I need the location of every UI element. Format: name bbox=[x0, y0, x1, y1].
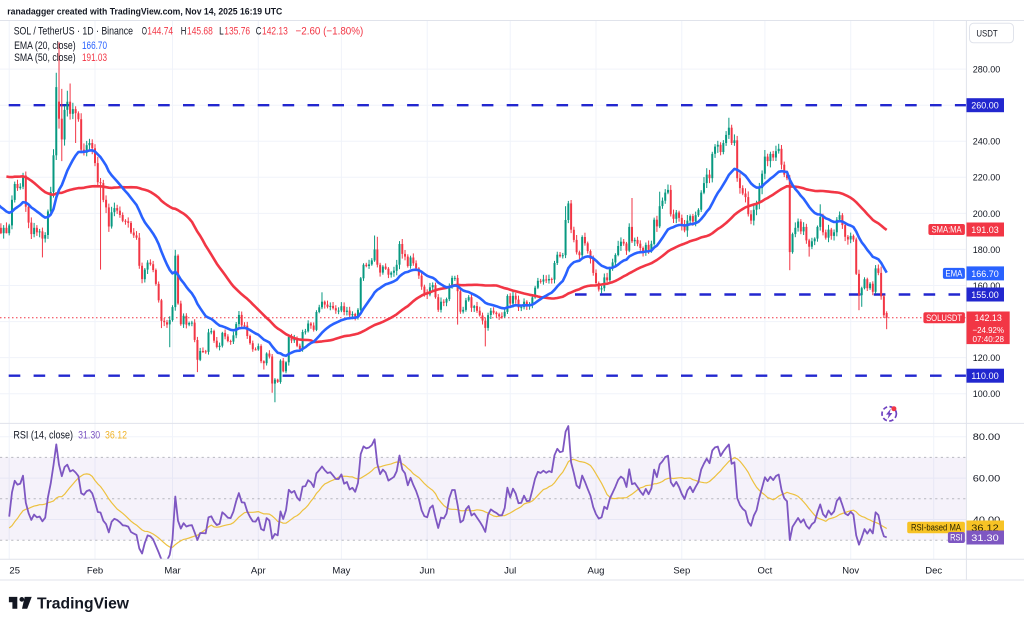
svg-text:160.00: 160.00 bbox=[973, 281, 1000, 292]
svg-text:Dec: Dec bbox=[925, 566, 942, 577]
svg-text:Aug: Aug bbox=[588, 566, 605, 577]
svg-text:145.68: 145.68 bbox=[187, 25, 213, 37]
svg-text:120.00: 120.00 bbox=[973, 353, 1000, 364]
svg-text:166.70: 166.70 bbox=[82, 40, 107, 52]
svg-text:Jun: Jun bbox=[420, 566, 435, 577]
svg-text:−2.60 (−1.80%): −2.60 (−1.80%) bbox=[296, 25, 364, 37]
svg-text:180.00: 180.00 bbox=[973, 245, 1000, 256]
svg-text:Sep: Sep bbox=[673, 566, 690, 577]
svg-text:80.00: 80.00 bbox=[973, 432, 1000, 443]
svg-text:−24.92%: −24.92% bbox=[973, 325, 1005, 335]
svg-text:191.03: 191.03 bbox=[82, 52, 107, 64]
svg-text:H: H bbox=[181, 25, 187, 37]
svg-text:SOLUSDT: SOLUSDT bbox=[926, 313, 962, 323]
svg-text:260.00: 260.00 bbox=[971, 101, 998, 112]
svg-text:Nov: Nov bbox=[842, 566, 859, 577]
svg-text:EMA: EMA bbox=[945, 269, 962, 279]
svg-text:Mar: Mar bbox=[164, 566, 180, 577]
svg-text:25: 25 bbox=[9, 566, 20, 577]
svg-text:191.03: 191.03 bbox=[971, 225, 998, 236]
svg-text:36.12: 36.12 bbox=[105, 429, 127, 441]
svg-text:200.00: 200.00 bbox=[973, 209, 1000, 220]
svg-text:SMA:MA: SMA:MA bbox=[932, 225, 962, 235]
svg-text:220.00: 220.00 bbox=[973, 173, 1000, 184]
svg-text:Jul: Jul bbox=[504, 566, 516, 577]
svg-text:SMA (50, close): SMA (50, close) bbox=[14, 52, 76, 64]
svg-text:36.12: 36.12 bbox=[971, 523, 998, 534]
svg-text:60.00: 60.00 bbox=[973, 474, 1000, 485]
svg-text:166.70: 166.70 bbox=[971, 269, 998, 280]
svg-text:142.13: 142.13 bbox=[262, 25, 288, 37]
svg-text:SOL / TetherUS · 1D · Binance: SOL / TetherUS · 1D · Binance bbox=[14, 25, 133, 37]
svg-text:Apr: Apr bbox=[251, 566, 266, 577]
svg-text:155.00: 155.00 bbox=[971, 290, 998, 301]
svg-text:May: May bbox=[332, 566, 350, 577]
svg-text:144.74: 144.74 bbox=[147, 25, 173, 37]
svg-text:07:40:28: 07:40:28 bbox=[973, 334, 1005, 344]
svg-text:240.00: 240.00 bbox=[973, 137, 1000, 148]
svg-text:Oct: Oct bbox=[758, 566, 773, 577]
svg-text:C: C bbox=[256, 25, 262, 37]
svg-text:110.00: 110.00 bbox=[971, 371, 998, 382]
svg-text:USDT: USDT bbox=[976, 29, 997, 40]
svg-text:280.00: 280.00 bbox=[973, 65, 1000, 76]
svg-text:RSI: RSI bbox=[950, 533, 963, 543]
svg-text:EMA (20, close): EMA (20, close) bbox=[14, 40, 76, 52]
svg-text:100.00: 100.00 bbox=[973, 389, 1000, 400]
svg-text:31.30: 31.30 bbox=[78, 429, 100, 441]
svg-text:TradingView: TradingView bbox=[37, 596, 130, 613]
svg-text:142.13: 142.13 bbox=[975, 313, 1002, 324]
svg-text:L: L bbox=[219, 25, 224, 37]
svg-text:RSI-based MA: RSI-based MA bbox=[911, 523, 961, 533]
svg-text:Feb: Feb bbox=[87, 566, 103, 577]
svg-text:O: O bbox=[142, 25, 147, 37]
svg-text:ranadagger created with Tradin: ranadagger created with TradingView.com,… bbox=[7, 6, 282, 17]
svg-text:RSI (14, close): RSI (14, close) bbox=[13, 429, 73, 441]
svg-text:40.00: 40.00 bbox=[973, 515, 1000, 526]
svg-text:31.30: 31.30 bbox=[971, 533, 998, 544]
svg-text:135.76: 135.76 bbox=[224, 25, 250, 37]
